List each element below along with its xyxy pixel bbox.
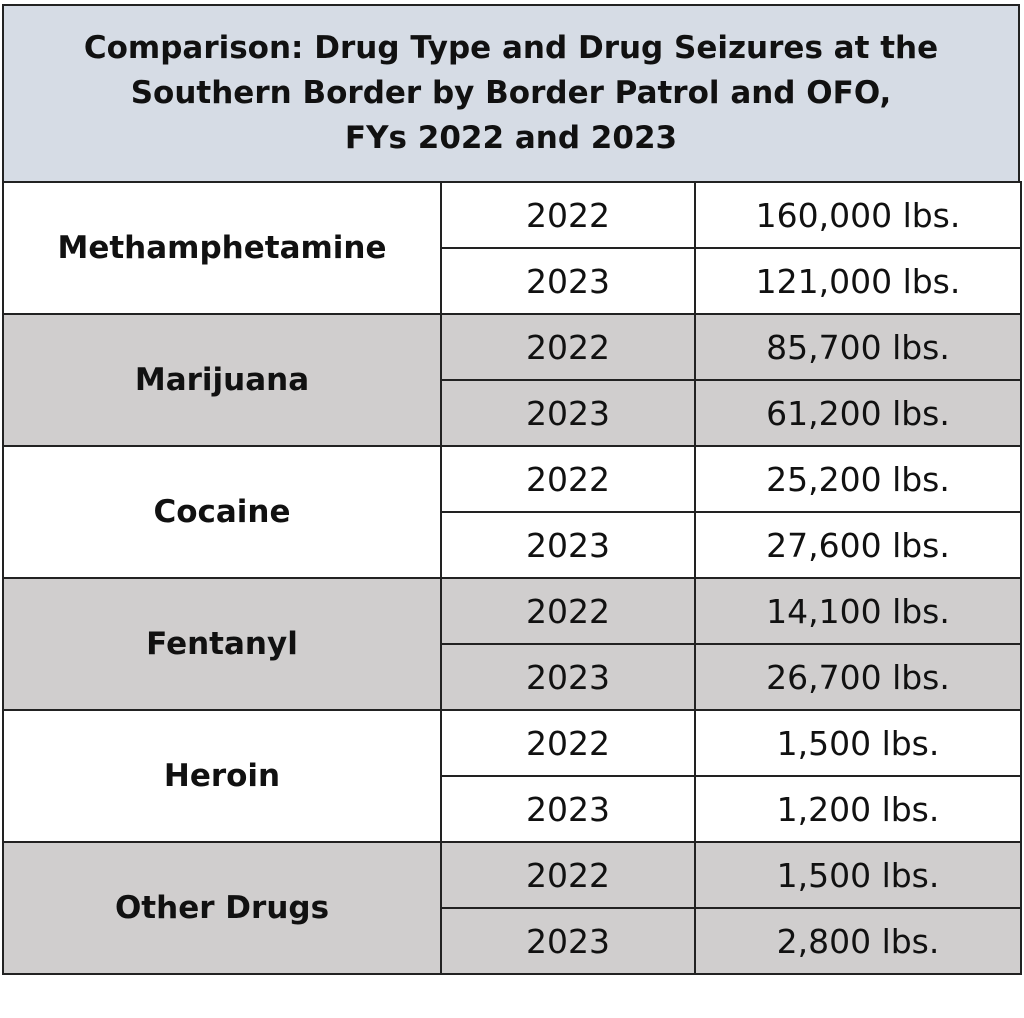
year-cell: 2022 [440,709,696,777]
drug-cell: Fentanyl [2,577,442,711]
table-row: 2023 2,800 lbs. [3,907,1022,975]
table-row: 2023 27,600 lbs. [3,511,1022,579]
amount-cell: 1,200 lbs. [694,775,1022,843]
table-row: 2023 1,200 lbs. [3,775,1022,843]
title-box: Comparison: Drug Type and Drug Seizures … [2,4,1020,181]
year-cell: 2023 [440,511,696,579]
year-cell: 2023 [440,379,696,447]
drug-cell: Heroin [2,709,442,843]
drug-cell: Methamphetamine [2,181,442,315]
table-row: Marijuana 2022 85,700 lbs. [2,313,1022,447]
year-cell: 2022 [440,181,696,249]
year-cell: 2023 [440,907,696,975]
table-row: Other Drugs 2022 1,500 lbs. [2,841,1022,975]
amount-cell: 1,500 lbs. [694,841,1022,909]
table-row: Fentanyl 2022 14,100 lbs. [2,577,1022,711]
table-row: Methamphetamine 2022 160,000 lbs. [2,181,1022,315]
year-cell: 2023 [440,247,696,315]
table-row: 2023 26,700 lbs. [3,643,1022,711]
amount-cell: 85,700 lbs. [694,313,1022,381]
drug-cell: Marijuana [2,313,442,447]
title-line: Southern Border by Border Patrol and OFO… [130,75,892,111]
amount-cell: 160,000 lbs. [694,181,1022,249]
table-figure: Comparison: Drug Type and Drug Seizures … [2,4,1022,975]
year-cell: 2022 [440,841,696,909]
year-cell: 2023 [440,775,696,843]
drug-cell: Other Drugs [2,841,442,975]
table: Methamphetamine 2022 160,000 lbs. 2023 121,0… [2,181,1022,975]
year-cell: 2023 [440,643,696,711]
amount-cell: 27,600 lbs. [694,511,1022,579]
table-row: Heroin 2022 1,500 lbs. [2,709,1022,843]
amount-cell: 2,800 lbs. [694,907,1022,975]
amount-cell: 1,500 lbs. [694,709,1022,777]
table-row: Cocaine 2022 25,200 lbs. [2,445,1022,579]
amount-cell: 25,200 lbs. [694,445,1022,513]
amount-cell: 26,700 lbs. [694,643,1022,711]
year-cell: 2022 [440,445,696,513]
table-row: 2023 61,200 lbs. [3,379,1022,447]
drug-cell: Cocaine [2,445,442,579]
title-line: FYs 2022 and 2023 [344,120,678,156]
title-line: Comparison: Drug Type and Drug Seizures … [83,30,939,66]
amount-cell: 14,100 lbs. [694,577,1022,645]
amount-cell: 61,200 lbs. [694,379,1022,447]
year-cell: 2022 [440,577,696,645]
year-cell: 2022 [440,313,696,381]
amount-cell: 121,000 lbs. [694,247,1022,315]
table-row: 2023 121,000 lbs. [3,247,1022,315]
